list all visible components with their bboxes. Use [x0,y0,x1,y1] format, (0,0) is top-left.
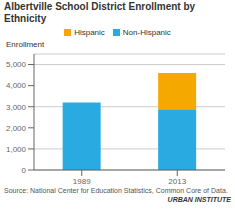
svg-text:4,000: 4,000 [8,81,27,90]
html-text:Source: National Center for Ed: Source: National Center for Education St… [4,187,228,194]
html-text:Non-Hispanic: Non-Hispanic [122,28,171,37]
svg-text:1989: 1989 [73,177,91,186]
svg-text:3,000: 3,000 [8,103,27,112]
svg-text:0: 0 [22,166,27,175]
html-text:URBAN INSTITUTE: URBAN INSTITUTE [167,196,231,203]
svg-text:2013: 2013 [168,177,186,186]
svg-text:2,000: 2,000 [8,124,27,133]
svg-text:1,000: 1,000 [8,145,27,154]
html-text:Albertville School District En: Albertville School District Enrollment b… [4,1,196,24]
html-text:Enrollment: Enrollment [6,40,45,49]
html-text:Hispanic: Hispanic [74,28,105,37]
svg-text:5,000: 5,000 [8,60,27,69]
